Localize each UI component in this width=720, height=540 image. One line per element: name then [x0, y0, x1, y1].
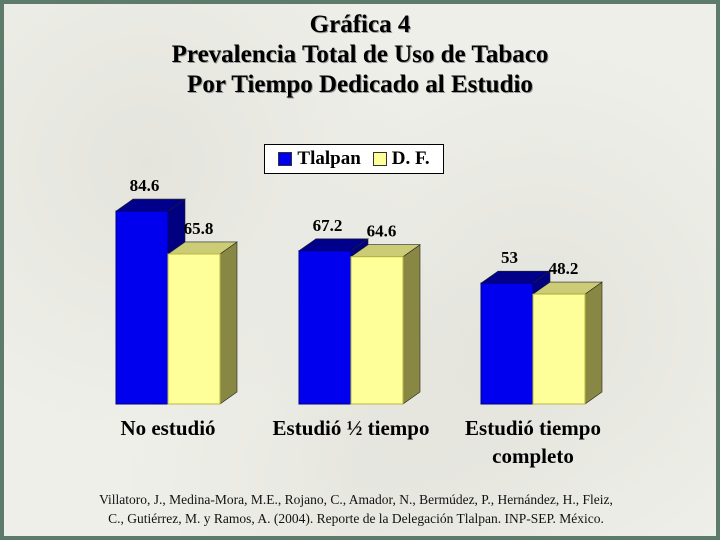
bar-side-1-0 [219, 241, 238, 405]
legend-label-df: D. F. [391, 148, 430, 169]
value-label-0-2: 53 [501, 248, 518, 267]
source-citation: Villatoro, J., Medina-Mora, M.E., Rojano… [0, 490, 712, 528]
chart-legend: Tlalpan D. F. [264, 144, 444, 174]
citation-line-2: C., Gutiérrez, M. y Ramos, A. (2004). Re… [108, 511, 604, 526]
title-line-2: Prevalencia Total de Uso de Tabaco [171, 41, 549, 68]
bar-1-2 [532, 293, 586, 405]
title-line-1: Gráfica 4 [309, 11, 411, 38]
category-label-0-0: No estudió [120, 416, 215, 440]
legend-item-df: D. F. [372, 148, 430, 170]
value-label-1-2: 48.2 [549, 259, 579, 278]
category-label-2-0: Estudió tiempo [465, 416, 601, 440]
bar-side-1-2 [584, 281, 603, 405]
bar-side-1-1 [402, 244, 421, 405]
legend-swatch-df [372, 152, 387, 166]
legend-swatch-tlalpan [278, 152, 293, 166]
title-line-3: Por Tiempo Dedicado al Estudio [187, 71, 533, 98]
value-label-1-0: 65.8 [184, 219, 214, 238]
category-label-2-1: completo [492, 444, 574, 468]
bar-0-0 [115, 210, 169, 405]
value-label-1-1: 64.6 [367, 222, 397, 241]
value-label-0-0: 84.6 [130, 176, 160, 195]
value-label-0-1: 67.2 [313, 216, 343, 235]
bar-1-1 [350, 256, 404, 405]
bar-0-2 [480, 282, 534, 405]
bar-1-0 [167, 253, 221, 405]
chart-title: Gráfica 4 Prevalencia Total de Uso de Ta… [4, 10, 716, 100]
legend-label-tlalpan: Tlalpan [297, 148, 361, 169]
category-label-1-0: Estudió ½ tiempo [273, 416, 430, 440]
legend-item-tlalpan: Tlalpan [278, 148, 361, 170]
citation-line-1: Villatoro, J., Medina-Mora, M.E., Rojano… [99, 492, 613, 507]
bar-0-1 [298, 250, 352, 405]
